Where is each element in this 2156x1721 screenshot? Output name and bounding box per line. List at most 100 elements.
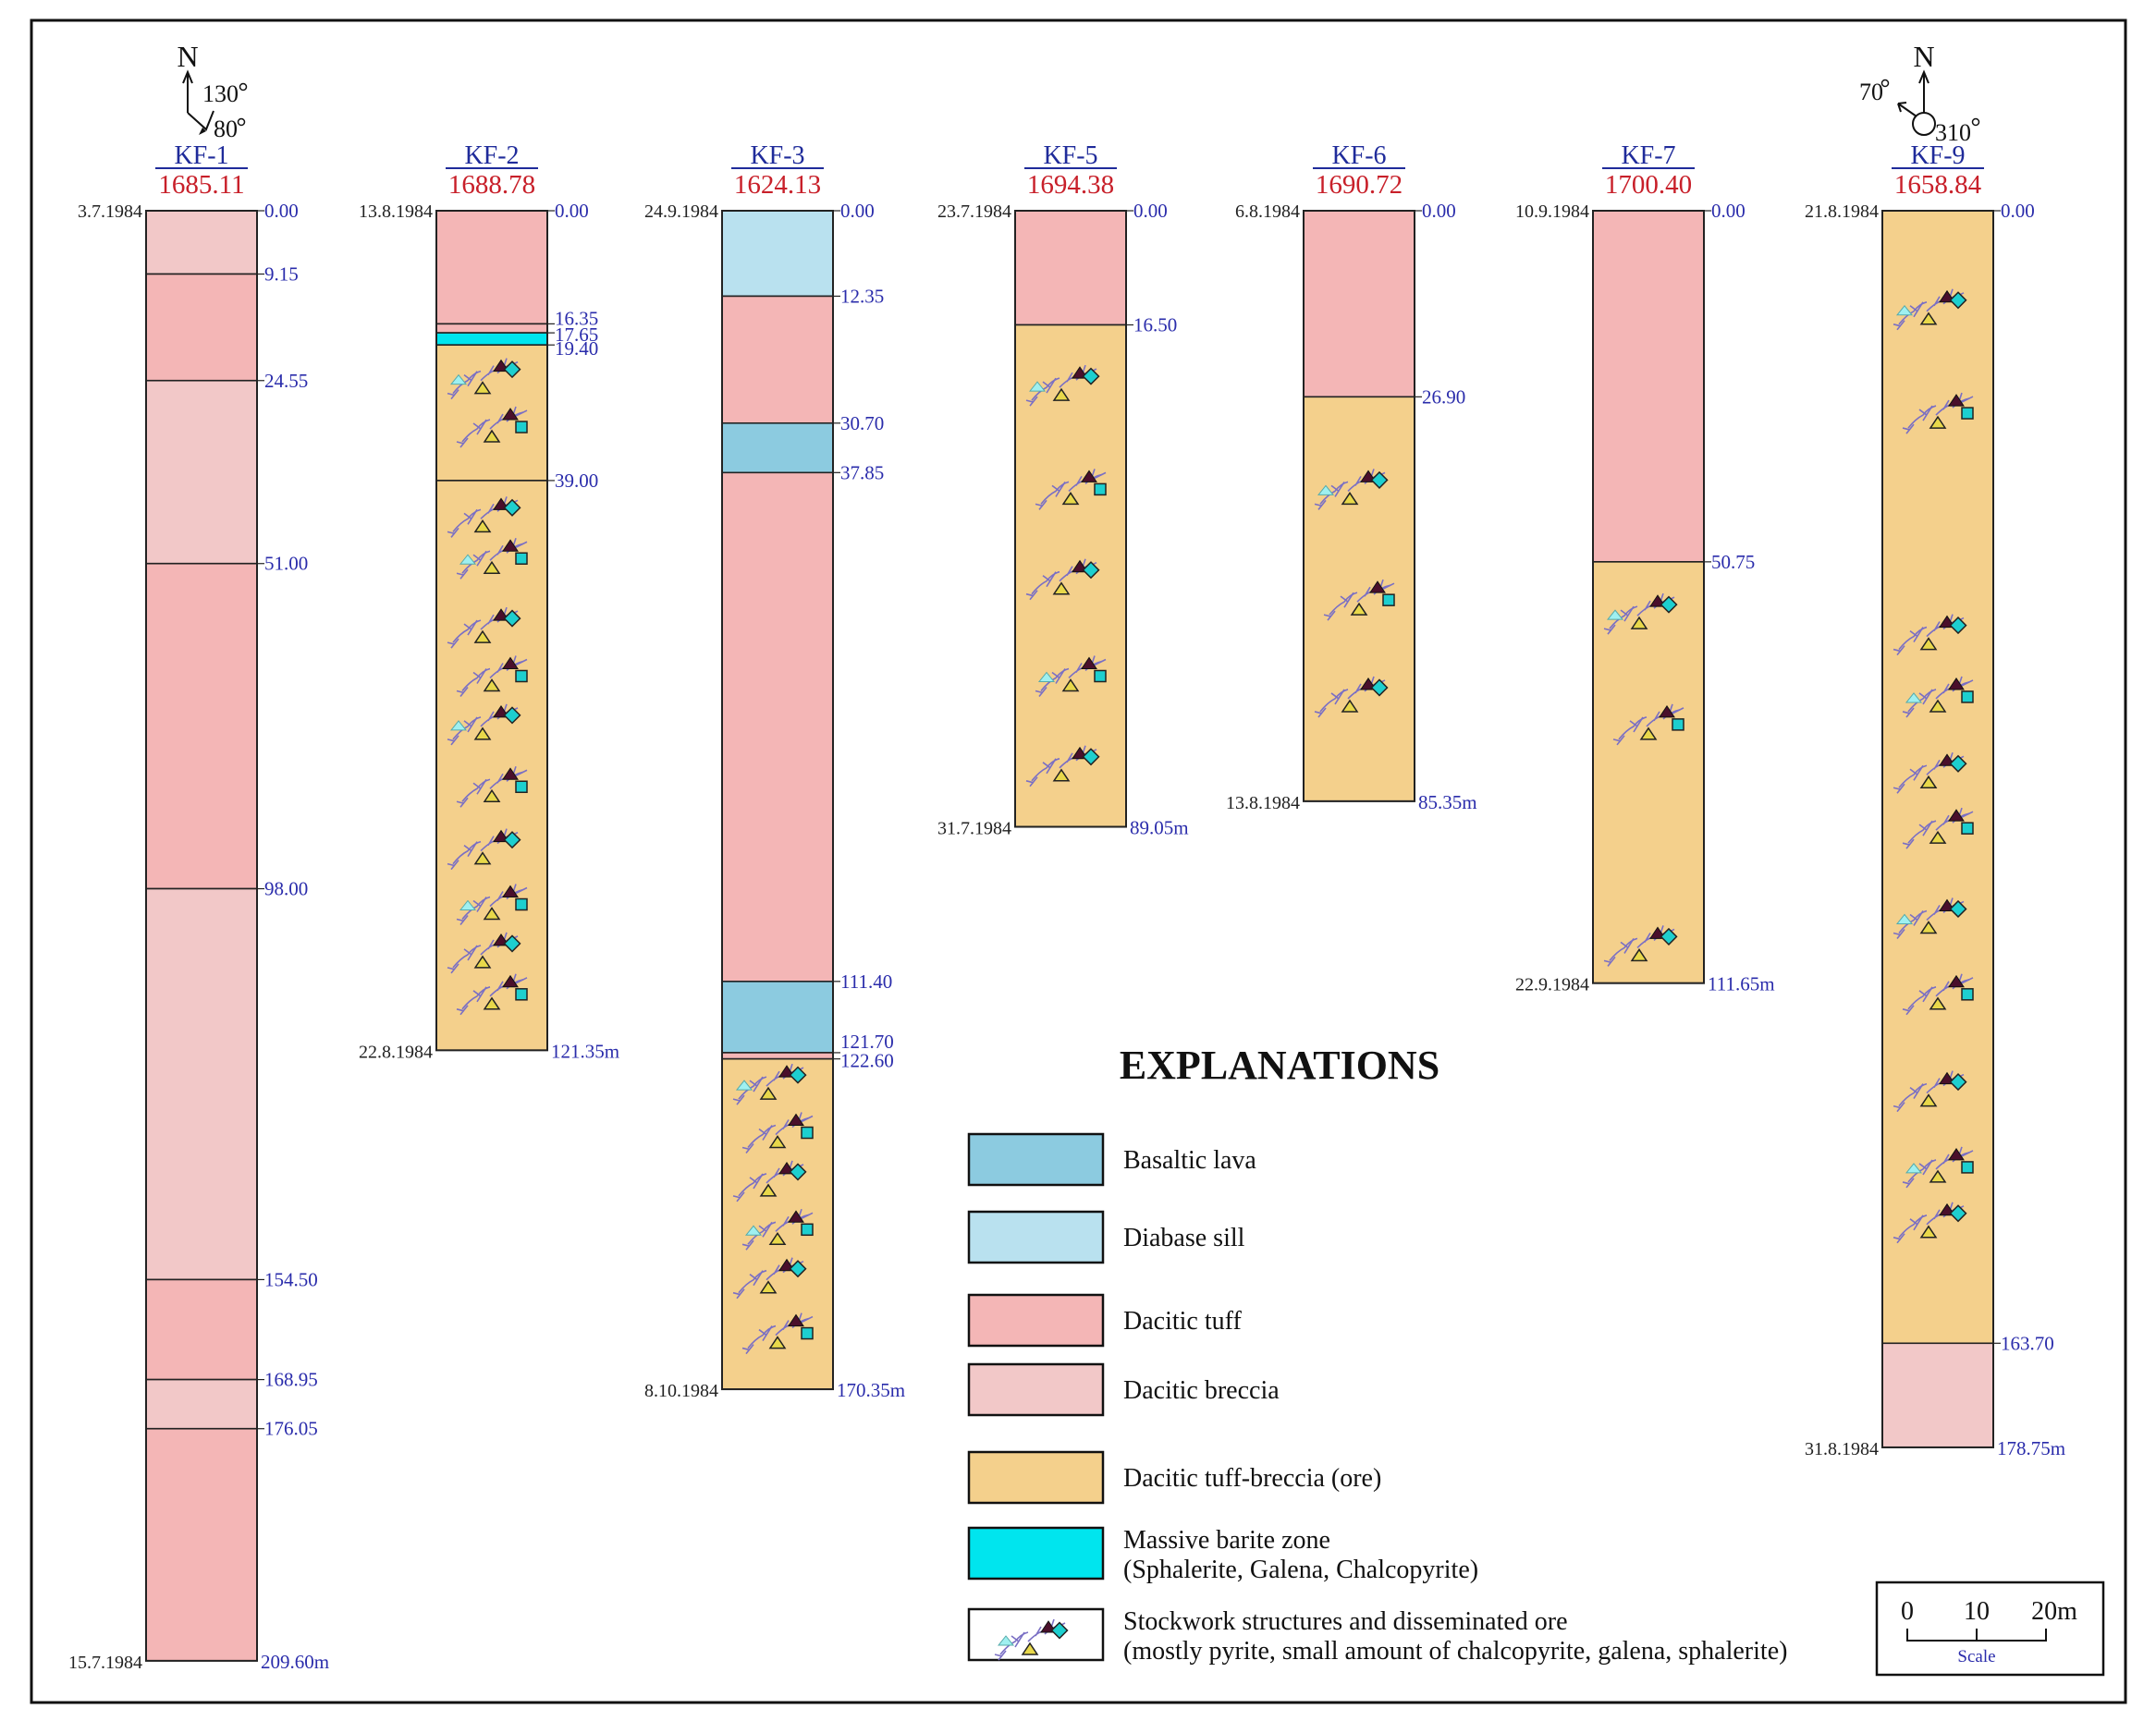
stockwork-vein	[1042, 571, 1057, 588]
stockwork-vein	[1051, 668, 1066, 684]
chalcopyrite-triangle	[483, 560, 501, 574]
pyrite-triangle	[1659, 704, 1675, 718]
pyrite-triangle	[502, 767, 519, 780]
stockwork-vein	[758, 1221, 773, 1238]
scale-caption: Scale	[1957, 1647, 1995, 1666]
borehole-elevation: 1700.40	[1605, 170, 1692, 200]
chalcopyrite-triangle	[1061, 678, 1080, 692]
stockwork-vein	[463, 619, 478, 636]
north-arrow-line	[1918, 69, 1929, 113]
sphalerite-square	[1961, 822, 1974, 835]
end-date: 15.7.1984	[68, 1653, 142, 1673]
start-date: 24.9.1984	[644, 201, 718, 222]
chalcopyrite-triangle	[1630, 948, 1648, 962]
stockwork-vein	[472, 986, 487, 1003]
sphalerite-square	[1949, 754, 1967, 773]
stockwork-vein	[447, 389, 459, 400]
legend-label: Dacitic tuff-breccia (ore)	[1123, 1464, 1381, 1493]
bearing-angle: 310	[1935, 119, 1971, 146]
depth-label: 17.65	[555, 323, 598, 346]
depth-label: 111.40	[840, 970, 892, 993]
legend: EXPLANATIONS Basaltic lava Diabase sill Da…	[967, 1043, 1787, 1666]
chalcopyrite-triangle	[1639, 726, 1658, 740]
stockwork-vein	[456, 568, 469, 580]
stockwork-vein	[463, 508, 478, 525]
pyrite-triangle	[502, 408, 519, 421]
legend-swatch	[967, 1210, 1105, 1264]
legend-item-stockwork: Stockwork structures and disseminated or…	[967, 1607, 1787, 1666]
stockwork-vein	[456, 915, 469, 925]
stockwork-vein	[456, 437, 469, 448]
stockwork-vein	[456, 1005, 469, 1016]
chalcopyrite-triangle	[768, 1231, 787, 1246]
chalcopyrite-triangle	[768, 1336, 787, 1349]
galena-triangle	[744, 1225, 763, 1236]
dip-angle: 80	[214, 116, 238, 142]
stockwork-vein	[1025, 776, 1038, 787]
chalcopyrite-triangle	[1341, 699, 1359, 713]
stockwork-vein	[1094, 658, 1107, 666]
galena-triangle	[735, 1080, 753, 1091]
chalcopyrite-triangle	[473, 519, 492, 533]
sphalerite-square	[515, 421, 528, 433]
stockwork-vein	[1893, 645, 1905, 656]
stockwork-vein	[741, 1143, 754, 1154]
layer-dacitic-breccia	[145, 887, 258, 1281]
stockwork-vein	[1025, 590, 1038, 601]
sphalerite-square	[1961, 407, 1974, 420]
depth-label: 154.50	[264, 1268, 318, 1290]
stockwork-vein	[1902, 838, 1915, 849]
stockwork-vein	[1042, 377, 1057, 394]
pyrite-triangle	[1948, 974, 1965, 988]
total-depth-label: 178.75m	[1997, 1437, 2065, 1459]
stockwork-vein	[1314, 499, 1327, 510]
layer-diabase-sill	[721, 210, 834, 298]
chalcopyrite-triangle	[1929, 830, 1947, 844]
borehole-elevation: 1690.72	[1316, 170, 1403, 200]
sphalerite-square	[1050, 1621, 1069, 1640]
galena-triangle	[1895, 304, 1914, 316]
stockwork-vein	[456, 797, 469, 808]
chalcopyrite-triangle	[473, 851, 492, 865]
sphalerite-square	[515, 669, 528, 683]
legend-item-basaltic-lava: Basaltic lava	[967, 1132, 1256, 1187]
stockwork-vein	[732, 1191, 745, 1202]
borehole-outline	[1303, 210, 1415, 802]
sphalerite-square	[503, 360, 521, 379]
legend-item-dacitic-tuff: Dacitic tuff	[967, 1293, 1242, 1348]
legend-label: Diabase sill	[1123, 1224, 1245, 1252]
stockwork-vein	[741, 1239, 754, 1251]
stockwork-vein	[1314, 707, 1327, 718]
stockwork-vein	[515, 769, 528, 776]
stockwork-vein	[1909, 1083, 1924, 1100]
galena-triangle	[459, 554, 477, 565]
layer-dacitic-tuff	[1303, 210, 1415, 398]
start-date: 21.8.1984	[1805, 201, 1879, 222]
stockwork-vein	[1042, 758, 1057, 775]
stockwork-vein	[749, 1270, 764, 1287]
bearing-circle	[1912, 112, 1936, 136]
galena-triangle	[1905, 692, 1923, 703]
stockwork-vein	[1909, 910, 1924, 926]
sphalerite-square	[1082, 367, 1100, 385]
galena-triangle	[1895, 913, 1914, 924]
chalcopyrite-triangle	[1021, 1642, 1039, 1655]
depth-label: 0.00	[264, 200, 299, 222]
stockwork-vein	[1918, 820, 1933, 836]
sphalerite-square	[503, 831, 521, 849]
sphalerite-square	[515, 897, 528, 911]
stockwork-vein	[749, 1173, 764, 1190]
legend-label-detail: (Sphalerite, Galena, Chalcopyrite)	[1123, 1556, 1478, 1584]
depth-label: 0.00	[1711, 200, 1746, 222]
stockwork-vein	[1918, 405, 1933, 421]
borehole-kf-7: 0.00 50.75 111.65m 10.9.1984 22.9.1984 KF-717…	[1515, 141, 1775, 995]
sphalerite-square	[503, 498, 521, 517]
depth-label: 19.40	[555, 337, 598, 360]
depth-label: 30.70	[840, 412, 884, 434]
borehole-name: KF-3	[750, 141, 804, 170]
sphalerite-square	[1660, 595, 1678, 614]
layer-dacitic-tuff	[721, 471, 834, 983]
pyrite-triangle	[1948, 677, 1965, 690]
borehole-name: KF-1	[174, 141, 228, 170]
